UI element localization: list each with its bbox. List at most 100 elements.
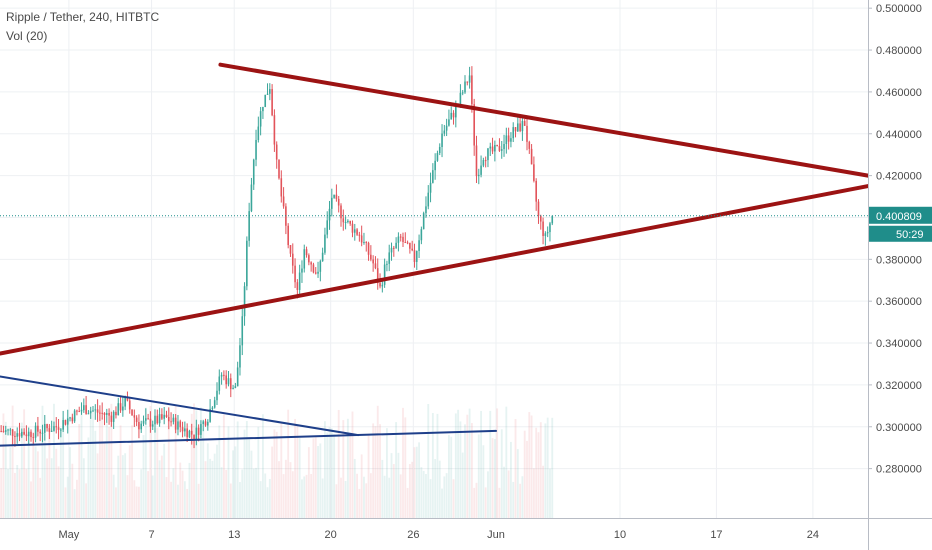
candle-body bbox=[514, 127, 517, 132]
candle-body bbox=[135, 417, 138, 423]
candle-body bbox=[149, 418, 152, 427]
volume-bar bbox=[124, 453, 127, 518]
volume-bar bbox=[55, 448, 58, 518]
volume-bar bbox=[64, 487, 67, 518]
candle-body bbox=[110, 415, 113, 422]
volume-bar bbox=[4, 421, 7, 518]
volume-bar bbox=[16, 465, 19, 518]
candle-body bbox=[388, 252, 391, 264]
volume-bar bbox=[324, 421, 326, 518]
volume-bar bbox=[406, 487, 409, 518]
candle-body bbox=[420, 229, 423, 241]
volume-bar bbox=[23, 409, 26, 518]
candle-body bbox=[112, 411, 115, 422]
volume-bar bbox=[144, 407, 147, 518]
volume-bar bbox=[218, 425, 221, 518]
candle-body bbox=[344, 222, 347, 224]
volume-bar bbox=[328, 427, 331, 518]
candle-body bbox=[353, 229, 356, 233]
volume-bar bbox=[27, 432, 30, 518]
time-axis-background bbox=[0, 518, 932, 550]
candle-body bbox=[519, 123, 521, 132]
candle-body bbox=[367, 242, 370, 255]
candle-body bbox=[328, 208, 331, 221]
volume-bar bbox=[43, 434, 46, 518]
candle-body bbox=[94, 409, 97, 411]
volume-bar bbox=[516, 449, 519, 518]
volume-bar bbox=[303, 476, 306, 518]
volume-bar bbox=[275, 431, 278, 518]
volume-bar bbox=[420, 467, 423, 518]
volume-bar bbox=[408, 464, 411, 518]
candle-body bbox=[310, 262, 312, 265]
candle-body bbox=[305, 249, 308, 256]
candle-body bbox=[128, 400, 131, 410]
volume-bar bbox=[528, 412, 531, 518]
candle-body bbox=[55, 426, 58, 428]
candle-body bbox=[41, 432, 44, 434]
candle-body bbox=[158, 414, 161, 424]
volume-bar bbox=[105, 421, 108, 518]
candle-body bbox=[151, 424, 154, 427]
volume-bar bbox=[76, 479, 78, 518]
volume-bar bbox=[493, 439, 496, 518]
candle-body bbox=[333, 194, 335, 198]
volume-bar bbox=[422, 470, 425, 518]
volume-bar bbox=[239, 482, 241, 518]
price-tick-label: 0.340000 bbox=[876, 338, 922, 350]
candle-body bbox=[190, 430, 193, 435]
volume-bar bbox=[287, 409, 290, 518]
candle-body bbox=[496, 145, 498, 147]
volume-bar bbox=[374, 426, 377, 518]
volume-bar bbox=[358, 488, 361, 518]
candle-body bbox=[528, 141, 531, 149]
chart-title: Ripple / Tether, 240, HITBTC bbox=[6, 10, 160, 24]
candle-body bbox=[154, 415, 156, 425]
volume-bar bbox=[507, 470, 510, 518]
volume-bar bbox=[337, 409, 340, 518]
candle-body bbox=[324, 234, 326, 253]
volume-bar bbox=[349, 435, 352, 518]
candle-body bbox=[204, 421, 207, 426]
volume-bar bbox=[450, 436, 453, 518]
candle-body bbox=[122, 406, 124, 411]
volume-bar bbox=[41, 405, 44, 518]
volume-bar bbox=[151, 475, 154, 518]
volume-bar bbox=[158, 460, 161, 518]
volume-bar bbox=[314, 437, 317, 518]
volume-bar bbox=[46, 458, 48, 518]
candle-body bbox=[48, 428, 51, 432]
volume-bar bbox=[326, 432, 329, 518]
volume-bar bbox=[96, 453, 99, 518]
candle-body bbox=[335, 194, 338, 199]
candle-body bbox=[99, 412, 101, 414]
price-tick-label: 0.280000 bbox=[876, 464, 922, 476]
candle-body bbox=[510, 138, 512, 142]
candle-body bbox=[289, 245, 292, 254]
volume-bar bbox=[532, 468, 535, 518]
volume-bar bbox=[115, 487, 117, 518]
candle-body bbox=[85, 405, 87, 414]
volume-bar bbox=[11, 405, 14, 518]
volume-bar bbox=[25, 468, 28, 518]
candle-body bbox=[422, 213, 425, 230]
candle-body bbox=[165, 414, 168, 417]
trendline-descending-resistance bbox=[218, 62, 870, 178]
volume-bar bbox=[53, 403, 55, 518]
candle-body bbox=[174, 417, 177, 430]
candle-body bbox=[526, 125, 528, 142]
volume-bar bbox=[395, 422, 398, 518]
volume-bar bbox=[510, 441, 512, 518]
candle-body bbox=[461, 92, 464, 94]
candle-body bbox=[450, 112, 453, 120]
chart-legend: Ripple / Tether, 240, HITBTC Vol (20) bbox=[6, 8, 159, 46]
candle-body bbox=[468, 75, 471, 83]
candle-body bbox=[459, 92, 462, 104]
volume-bar bbox=[138, 486, 140, 518]
volume-bar bbox=[388, 477, 391, 518]
volume-label: Vol (20) bbox=[6, 29, 48, 43]
volume-bar bbox=[202, 428, 205, 518]
candle-body bbox=[342, 218, 345, 223]
volume-bar bbox=[57, 466, 60, 518]
